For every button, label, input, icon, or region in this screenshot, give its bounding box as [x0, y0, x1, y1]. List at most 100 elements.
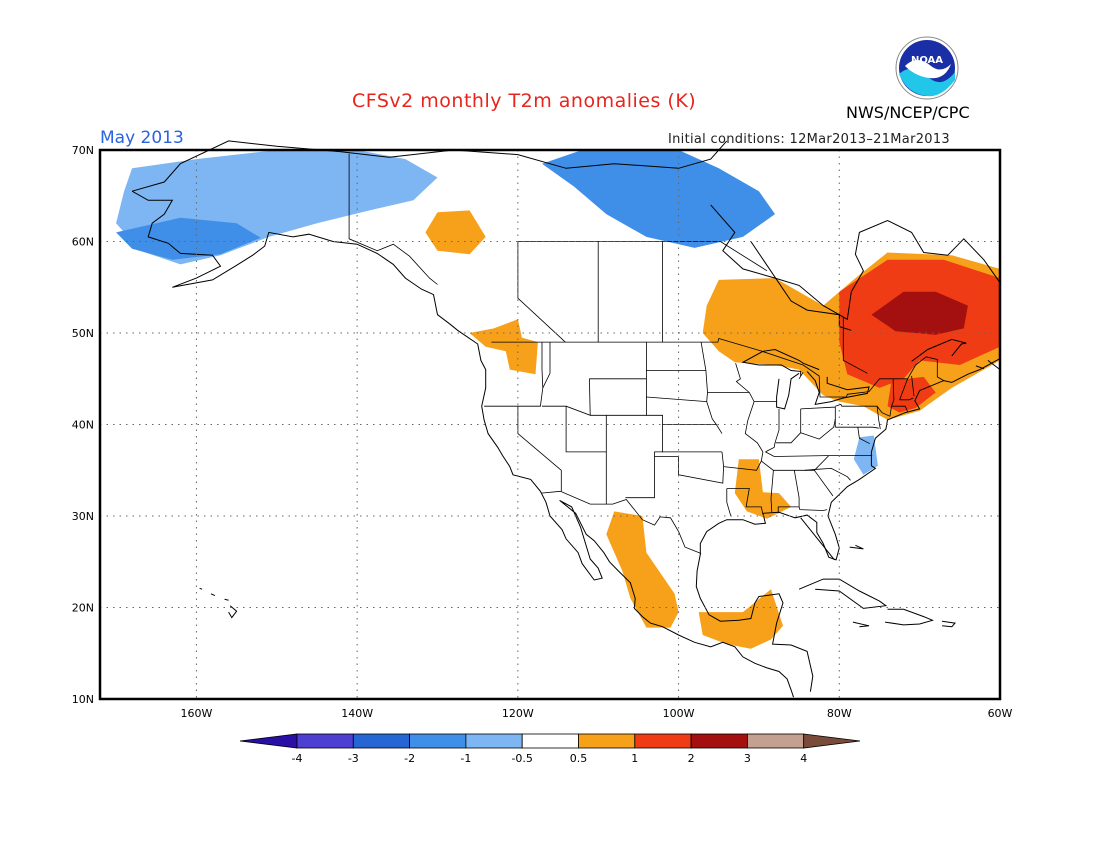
lon-label: 120W [502, 707, 534, 720]
colorbar-segment [578, 733, 636, 749]
lon-label: 80W [827, 707, 852, 720]
border-line [804, 467, 851, 481]
coastline [210, 593, 216, 597]
border-line [491, 337, 944, 398]
border-line [891, 405, 908, 412]
border-line [542, 378, 591, 416]
anomaly-region [887, 376, 936, 413]
coastline [710, 204, 1001, 321]
colorbar-tick: 2 [688, 752, 695, 765]
border-line [700, 342, 708, 402]
colorbar-segment [803, 733, 861, 749]
coastline [228, 605, 238, 619]
lat-label: 40N [72, 419, 94, 432]
logo-text: NOAA [911, 55, 943, 66]
border-line [517, 406, 562, 492]
lat-label: 50N [72, 327, 94, 340]
coastline [695, 358, 1001, 692]
colorbar-segment [352, 733, 410, 749]
coastline [741, 348, 820, 376]
colorbar-segment [747, 733, 805, 749]
lat-label: 20N [72, 602, 94, 615]
coastline [800, 517, 835, 561]
chart-title: CFSv2 monthly T2m anomalies (K) [352, 90, 697, 112]
lon-label: 160W [180, 707, 212, 720]
coastlines [131, 140, 1001, 698]
latitude-labels: 70N 60N 50N 40N 30N 20N 10N [72, 144, 94, 706]
border-line [707, 392, 764, 471]
border-line [720, 241, 768, 272]
lon-label: 60W [988, 707, 1013, 720]
border-line [857, 427, 870, 445]
border-line [765, 408, 780, 453]
lat-label: 70N [72, 144, 94, 157]
colorbar-tick: -3 [348, 752, 359, 765]
colorbar-tick: 3 [744, 752, 751, 765]
valid-month: May 2013 [100, 128, 184, 148]
coastline [852, 621, 870, 628]
border-line [484, 342, 544, 407]
noaa-logo: NOAA [895, 36, 959, 100]
border-line [775, 408, 802, 444]
coastline [199, 587, 203, 590]
colorbar-tick: -2 [404, 752, 415, 765]
border-line [654, 451, 725, 484]
colorbar-tick: -4 [292, 752, 303, 765]
colorbar-tick: 4 [800, 752, 807, 765]
border-line [798, 506, 828, 511]
colorbar-segment [409, 733, 467, 749]
colorbar-tick: -1 [460, 752, 471, 765]
border-line [889, 378, 895, 417]
colorbar-tick: 1 [631, 752, 638, 765]
border-line [777, 470, 800, 514]
colorbar-segment [521, 733, 579, 749]
border-line [899, 397, 914, 401]
border-line [876, 406, 881, 430]
lat-label: 30N [72, 510, 94, 523]
border-line [542, 342, 551, 389]
colorbar-tick: -0.5 [511, 752, 532, 765]
coastline [750, 241, 852, 331]
anomaly-region [606, 511, 679, 628]
border-line [835, 426, 879, 429]
colorbar-ticks: -4 -3 -2 -1 -0.5 0.5 1 2 3 4 [292, 752, 808, 765]
border-line [541, 490, 702, 554]
border-line [646, 396, 707, 402]
border-line [735, 363, 750, 393]
anomaly-shading [116, 150, 1000, 649]
coastline [987, 360, 1001, 370]
colorbar-segment [634, 733, 692, 749]
anomaly-region [734, 459, 792, 519]
border-line [835, 403, 891, 417]
coastline [798, 578, 888, 609]
colorbar-segment [690, 733, 748, 749]
anomaly-region [542, 150, 775, 248]
coastline [975, 365, 985, 370]
lat-label: 60N [72, 236, 94, 249]
colorbar-tick: 0.5 [570, 752, 588, 765]
coastline [776, 372, 800, 410]
coastline [885, 608, 935, 626]
border-line [761, 455, 830, 471]
border-line [911, 375, 915, 397]
coastline [942, 620, 956, 628]
colorbar-segment [465, 733, 523, 749]
coastline [131, 190, 794, 698]
anomaly-region [116, 217, 261, 260]
anomaly-region [425, 210, 486, 255]
border-line [517, 241, 566, 343]
border-line [706, 401, 723, 434]
border-line [589, 378, 647, 416]
anomaly-region [469, 319, 538, 375]
lat-label: 10N [72, 693, 94, 706]
colorbar [239, 733, 861, 749]
coastline [849, 544, 864, 550]
state-borders [348, 153, 944, 554]
border-line [565, 406, 607, 453]
lat-lon-grid [100, 150, 1000, 699]
lon-label: 140W [341, 707, 373, 720]
border-line [348, 153, 438, 285]
coastline [131, 140, 728, 192]
map-frame [98, 148, 1002, 701]
